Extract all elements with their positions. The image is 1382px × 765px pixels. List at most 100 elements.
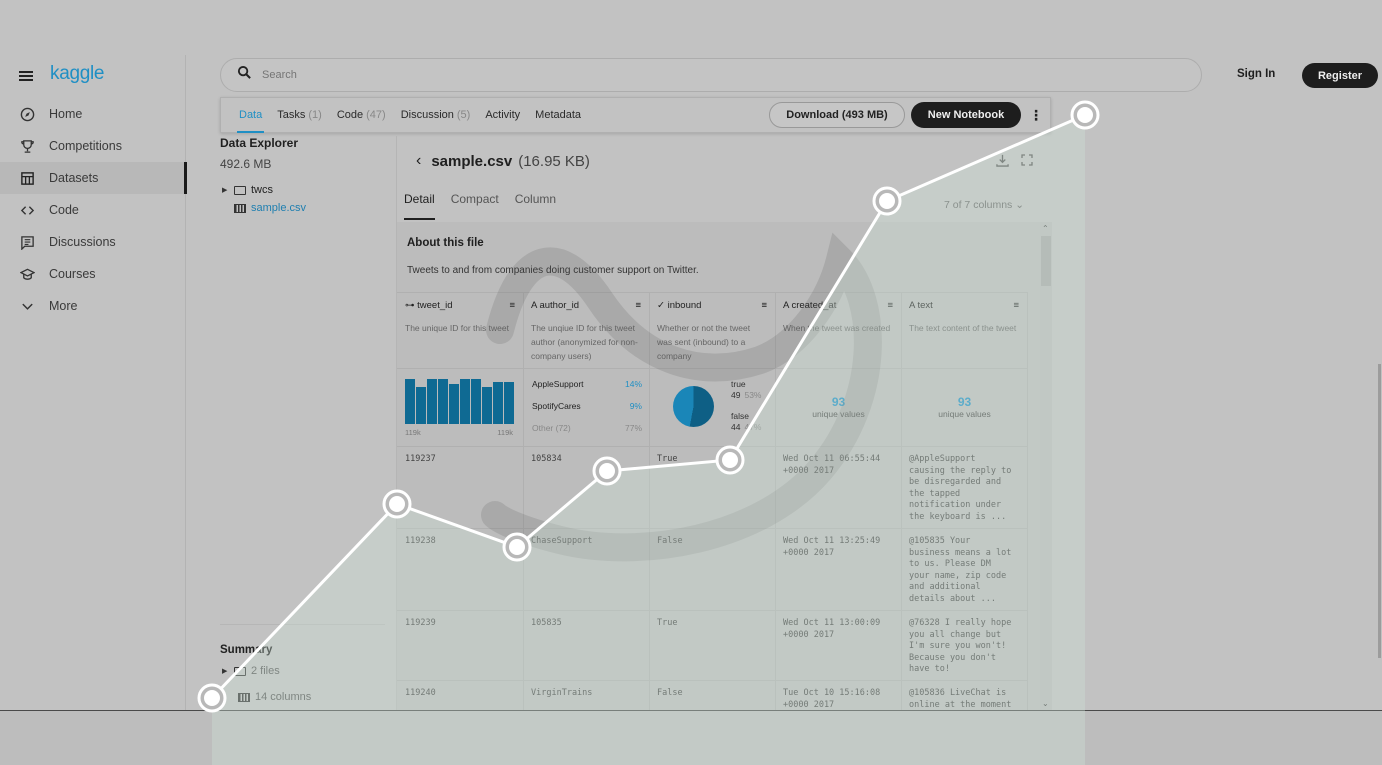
sidebar-item-label: Datasets xyxy=(49,171,99,185)
sort-icon[interactable]: ≡ xyxy=(761,300,767,311)
tab-tasks[interactable]: Tasks (1) xyxy=(277,97,322,133)
table-cell: 119237 xyxy=(397,447,523,529)
histogram-min: 119k xyxy=(405,428,421,437)
tab-data[interactable]: Data xyxy=(236,97,265,133)
legend-label: true xyxy=(731,379,746,389)
histogram-bar xyxy=(504,381,514,424)
sidebar-item-datasets[interactable]: Datasets xyxy=(0,162,187,194)
sidebar-item-discussions[interactable]: Discussions xyxy=(0,226,186,258)
string-icon: A xyxy=(531,300,537,311)
unique-count: 93 xyxy=(831,395,846,409)
column-header[interactable]: A created_at ≡ When the tweet was created xyxy=(775,292,901,369)
page-scrollbar[interactable] xyxy=(1378,364,1381,658)
scroll-up-icon[interactable]: ⌃ xyxy=(1042,224,1049,233)
divider xyxy=(220,624,385,625)
sort-icon[interactable]: ≡ xyxy=(509,300,515,311)
scrollbar-thumb[interactable] xyxy=(1041,236,1051,286)
table-cell: True xyxy=(649,447,775,529)
sign-in-link[interactable]: Sign In xyxy=(1237,68,1276,80)
unique-label: unique values xyxy=(938,409,991,419)
id-icon: ⊶ xyxy=(405,300,415,311)
column-name: text xyxy=(917,300,933,311)
tab-detail[interactable]: Detail xyxy=(404,192,435,220)
table-cell: ChaseSupport xyxy=(523,529,649,611)
back-chevron-icon[interactable]: ‹ xyxy=(416,152,422,169)
column-description: When the tweet was created xyxy=(783,323,891,333)
table-scrollbar[interactable]: ⌃ ⌄ xyxy=(1040,222,1052,710)
legend-pct: 53% xyxy=(744,390,762,400)
sort-icon[interactable]: ≡ xyxy=(635,300,641,311)
file-name: sample.csv xyxy=(431,152,513,170)
table-cell: 105835 xyxy=(523,611,649,681)
tab-compact[interactable]: Compact xyxy=(450,192,499,206)
columns-selector[interactable]: 7 of 7 columns ⌄ xyxy=(944,199,1024,211)
more-options-icon[interactable]: ⋮ xyxy=(1029,107,1043,123)
column-header[interactable]: ⊶ tweet_id ≡ The unique ID for this tweet xyxy=(397,292,523,369)
dataset-tabbar: Data Tasks (1) Code (47) Discussion (5) Act… xyxy=(220,97,1051,133)
category-pct: 77% xyxy=(624,423,642,433)
fullscreen-icon[interactable] xyxy=(1021,154,1033,170)
search-bar[interactable] xyxy=(220,58,1202,92)
table-cell: 105834 xyxy=(523,447,649,529)
tab-code[interactable]: Code (47) xyxy=(337,97,386,133)
table-file-icon xyxy=(234,203,246,213)
sidebar-item-courses[interactable]: Courses xyxy=(0,258,186,290)
unique-label: unique values xyxy=(812,409,865,419)
download-button[interactable]: Download (493 MB) xyxy=(769,102,905,128)
sidebar-item-more[interactable]: More xyxy=(0,290,186,322)
sidebar-item-code[interactable]: Code xyxy=(0,194,186,226)
table-cell: False xyxy=(649,529,775,611)
histogram-max: 119k xyxy=(497,428,513,437)
tab-label: Discussion xyxy=(400,109,454,121)
sort-icon[interactable]: ≡ xyxy=(1013,300,1019,311)
legend-count: 44 xyxy=(731,422,741,432)
download-icon[interactable] xyxy=(996,154,1009,170)
category-stats: AppleSupport 14% SpotifyCares 9% Other (72… xyxy=(523,369,649,447)
category-row: SpotifyCares 9% xyxy=(532,401,642,411)
pie-legend-true: true 49 53% xyxy=(731,379,761,401)
tab-discussion[interactable]: Discussion (5) xyxy=(401,97,471,133)
sidebar-item-label: Courses xyxy=(49,267,96,281)
column-name: created_at xyxy=(791,300,837,311)
table-cell: Wed Oct 11 13:25:49 +0000 2017 xyxy=(775,529,901,611)
column-header[interactable]: A text ≡ The text content of the tweet xyxy=(901,292,1027,369)
tab-activity[interactable]: Activity xyxy=(485,97,520,133)
histogram-bar xyxy=(482,386,492,424)
caret-right-icon[interactable]: ▶ xyxy=(222,187,228,194)
table-cell: True xyxy=(649,611,775,681)
caret-right-icon[interactable]: ▶ xyxy=(222,668,228,675)
category-label: Other (72) xyxy=(532,423,571,433)
tree-item-twcs[interactable]: ▶ twcs xyxy=(222,184,273,196)
hamburger-menu-icon[interactable] xyxy=(19,71,33,81)
summary-label: 14 columns xyxy=(255,691,312,703)
columns-selector-label: 7 of 7 columns xyxy=(944,199,1013,211)
column-tweet-id: ⊶ tweet_id ≡ The unique ID for this tweet… xyxy=(397,292,524,710)
scroll-down-icon[interactable]: ⌄ xyxy=(1042,699,1049,708)
column-header[interactable]: ✓ inbound ≡ Whether or not the tweet was … xyxy=(649,292,775,369)
kaggle-logo[interactable]: kaggle xyxy=(50,63,105,84)
new-notebook-button[interactable]: New Notebook xyxy=(911,102,1021,128)
tab-column[interactable]: Column xyxy=(514,192,557,206)
register-button[interactable]: Register xyxy=(1302,63,1378,88)
histogram-bar xyxy=(493,381,503,424)
comment-icon xyxy=(19,234,35,250)
code-icon xyxy=(19,202,35,218)
bottom-band xyxy=(0,710,1382,765)
sort-icon[interactable]: ≡ xyxy=(887,300,893,311)
tree-item-sample-csv[interactable]: sample.csv xyxy=(234,202,306,214)
summary-files[interactable]: ▶ 2 files xyxy=(222,665,280,677)
summary-columns[interactable]: 14 columns xyxy=(238,691,311,703)
column-name: author_id xyxy=(539,300,580,311)
search-input[interactable] xyxy=(262,69,862,81)
column-description: The text content of the tweet xyxy=(909,323,1017,333)
table-cell: Wed Oct 11 13:00:09 +0000 2017 xyxy=(775,611,901,681)
column-header[interactable]: A author_id ≡ The unqiue ID for this twee… xyxy=(523,292,649,369)
file-actions xyxy=(996,154,1033,170)
tab-metadata[interactable]: Metadata xyxy=(535,97,581,133)
histogram-bar xyxy=(427,379,437,424)
sidebar-item-competitions[interactable]: Competitions xyxy=(0,130,186,162)
summary-title: Summary xyxy=(220,644,273,656)
column-inbound: ✓ inbound ≡ Whether or not the tweet was … xyxy=(649,292,776,710)
table-file-icon xyxy=(238,692,250,702)
sidebar-item-home[interactable]: Home xyxy=(0,98,186,130)
